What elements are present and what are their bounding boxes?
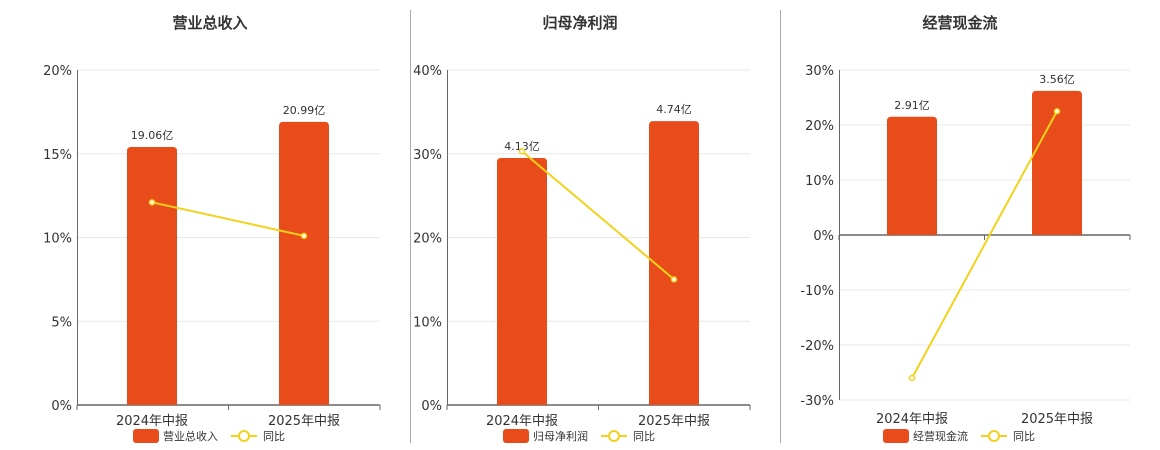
line-point bbox=[148, 199, 156, 206]
legend-label: 归母净利润 bbox=[533, 429, 588, 443]
y-tick-label: 30% bbox=[805, 64, 834, 79]
legend-label: 同比 bbox=[633, 430, 655, 443]
legend-line-marker bbox=[238, 430, 250, 442]
chart-panel-2: 归母净利润 40% 30% 20% 10% 0% 4.13亿 4.74亿 2024年中报 2025… bbox=[413, 14, 751, 443]
series-line bbox=[911, 110, 1058, 379]
chart-title: 营业总收入 bbox=[172, 14, 247, 32]
bar bbox=[279, 121, 329, 406]
y-tick-label: 10% bbox=[805, 174, 834, 189]
legend-bar-swatch bbox=[133, 429, 159, 443]
legend-line-marker bbox=[988, 430, 1000, 442]
chart-title: 经营现金流 bbox=[922, 14, 997, 32]
y-tick-label: 40% bbox=[413, 64, 442, 79]
bar bbox=[497, 157, 547, 405]
legend-bar-swatch bbox=[503, 429, 529, 443]
y-tick-label: 20% bbox=[805, 119, 834, 134]
bar bbox=[1032, 90, 1082, 236]
legend-label: 同比 bbox=[1013, 430, 1035, 443]
y-tick-label: -10% bbox=[800, 284, 834, 299]
line-point bbox=[670, 276, 678, 283]
line-point bbox=[908, 374, 916, 382]
x-tick-label: 2025年中报 bbox=[268, 414, 340, 429]
y-tick-label: 15% bbox=[43, 148, 72, 163]
y-tick-label: -20% bbox=[800, 339, 834, 354]
bar bbox=[649, 121, 699, 406]
y-tick-label: 20% bbox=[43, 64, 72, 79]
bar bbox=[127, 147, 177, 406]
bar-data-label: 4.74亿 bbox=[656, 103, 692, 116]
legend-label: 同比 bbox=[263, 430, 285, 443]
line-point bbox=[518, 147, 526, 155]
series-line bbox=[151, 201, 305, 237]
legend-label: 营业总收入 bbox=[163, 429, 218, 443]
y-tick-label: 0% bbox=[813, 229, 834, 244]
bar-data-label: 19.06亿 bbox=[131, 129, 174, 142]
legend-bar-swatch bbox=[883, 429, 909, 443]
chart-title: 归母净利润 bbox=[542, 14, 617, 32]
bar bbox=[887, 116, 937, 235]
x-tick-label: 2025年中报 bbox=[1021, 412, 1093, 427]
bar-data-label: 4.13亿 bbox=[504, 140, 540, 153]
series-line bbox=[521, 150, 675, 281]
y-tick-label: 10% bbox=[413, 315, 442, 330]
y-tick-label: 5% bbox=[51, 315, 72, 330]
chart-panel-3: 经营现金流 30% 20% 10% 0% -10% -20% -30% 2.91亿 3.56亿 20… bbox=[800, 14, 1131, 443]
line-point bbox=[300, 232, 308, 240]
bar-data-label: 20.99亿 bbox=[283, 104, 326, 117]
y-tick-label: -30% bbox=[800, 394, 834, 409]
y-tick-label: 20% bbox=[413, 232, 442, 247]
y-tick-label: 0% bbox=[51, 399, 72, 414]
x-tick-label: 2024年中报 bbox=[116, 414, 188, 429]
y-tick-label: 0% bbox=[421, 399, 442, 414]
line-point bbox=[1053, 108, 1061, 115]
chart-panel-1: 营业总收入 20% 15% 10% 5% 0% 19.06亿 20.99亿 2024年中报 202… bbox=[43, 14, 381, 443]
x-tick-label: 2024年中报 bbox=[486, 414, 558, 429]
x-tick-label: 2024年中报 bbox=[876, 412, 948, 427]
y-tick-label: 10% bbox=[43, 232, 72, 247]
x-tick-label: 2025年中报 bbox=[638, 414, 710, 429]
bar-data-label: 3.56亿 bbox=[1039, 73, 1075, 86]
legend-label: 经营现金流 bbox=[913, 429, 968, 443]
legend-line-marker bbox=[608, 430, 620, 442]
bar-data-label: 2.91亿 bbox=[894, 99, 930, 112]
y-tick-label: 30% bbox=[413, 148, 442, 163]
